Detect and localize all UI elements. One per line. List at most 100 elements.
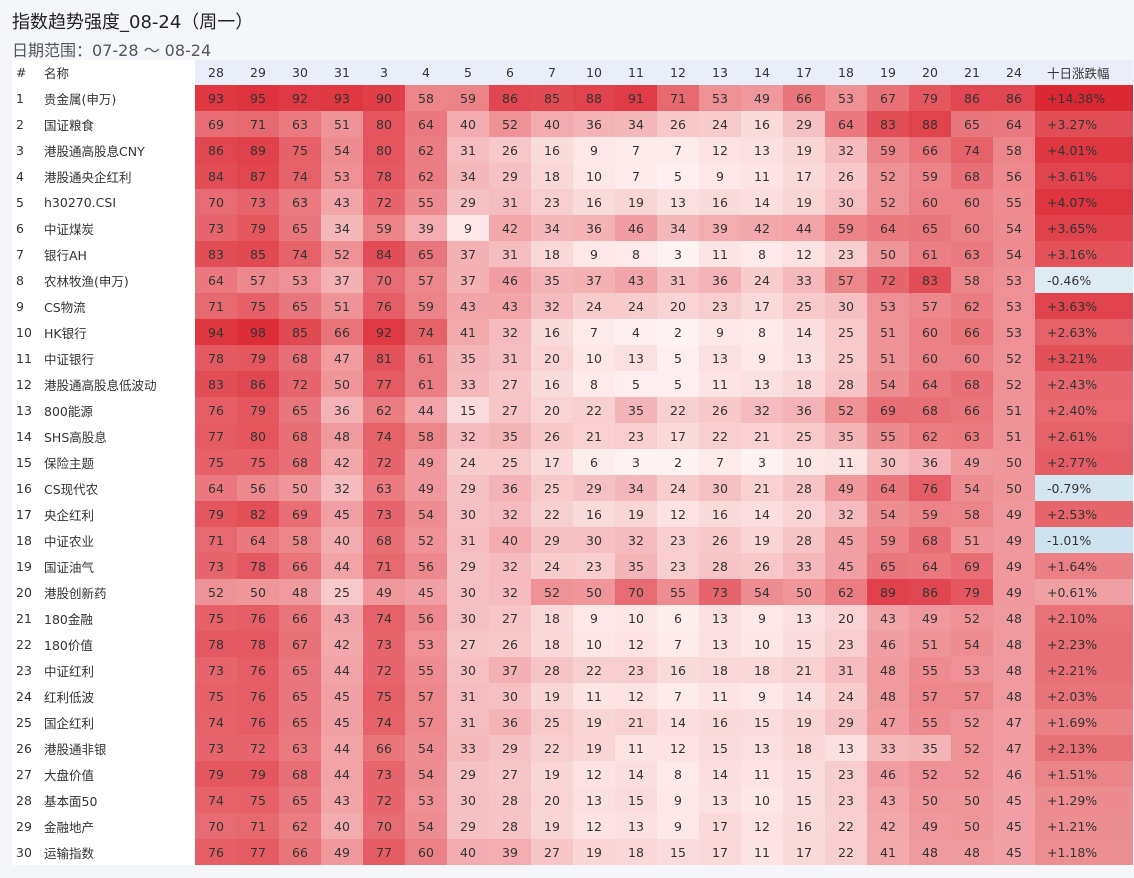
heat-cell: 31 bbox=[825, 657, 867, 683]
label-cell: h30270.CSI bbox=[40, 189, 195, 215]
heat-cell: 85 bbox=[237, 241, 279, 267]
heat-cell: 53 bbox=[993, 293, 1035, 319]
label-cell: 18 bbox=[12, 527, 40, 553]
table-row: 4 港股通央企红利 84 87 74 53 78 62 34 29 18 10 7 5 9 11 17 26 52 5… bbox=[12, 163, 1133, 189]
heat-cell: 15 bbox=[783, 761, 825, 787]
heat-cell: 89 bbox=[867, 579, 909, 605]
heat-cell: 23 bbox=[615, 657, 657, 683]
heat-cell: 48 bbox=[993, 683, 1035, 709]
heat-cell: 48 bbox=[321, 423, 363, 449]
heat-cell: 49 bbox=[993, 579, 1035, 605]
heat-cell: 24 bbox=[447, 449, 489, 475]
heat-cell: 30 bbox=[699, 475, 741, 501]
table-row: 15 保险主题 75 75 68 42 72 49 24 25 17 6 3 2 7 3 10 11 30 36 49 5… bbox=[12, 449, 1133, 475]
heat-cell: 60 bbox=[951, 189, 993, 215]
heat-cell: 12 bbox=[657, 735, 699, 761]
heat-cell: 56 bbox=[405, 605, 447, 631]
heat-cell: 77 bbox=[363, 371, 405, 397]
heat-cell: 15 bbox=[657, 839, 699, 865]
heat-cell: 74 bbox=[363, 709, 405, 735]
heat-cell: 76 bbox=[363, 293, 405, 319]
heat-cell: 54 bbox=[405, 735, 447, 761]
heat-cell: 63 bbox=[279, 189, 321, 215]
heat-cell: 65 bbox=[279, 709, 321, 735]
column-header: 11 bbox=[615, 60, 657, 85]
heat-cell: 7 bbox=[657, 631, 699, 657]
heat-cell: 36 bbox=[489, 475, 531, 501]
heat-cell: 64 bbox=[237, 527, 279, 553]
heat-cell: 28 bbox=[825, 371, 867, 397]
table-row: 19 国证油气 73 78 66 44 71 56 29 32 24 23 35 23 28 26 33 45 65… bbox=[12, 553, 1133, 579]
heat-cell: 78 bbox=[195, 345, 237, 371]
heat-cell: 23 bbox=[657, 553, 699, 579]
heat-cell: 62 bbox=[825, 579, 867, 605]
heat-cell: 12 bbox=[615, 683, 657, 709]
heat-cell: 9 bbox=[573, 137, 615, 163]
heat-cell: 49 bbox=[741, 85, 783, 111]
heat-cell: 60 bbox=[909, 189, 951, 215]
heat-cell: 84 bbox=[195, 163, 237, 189]
heat-cell: 46 bbox=[867, 761, 909, 787]
table-row: 11 中证银行 78 79 68 47 81 61 35 31 20 10 13 5 13 9 13 25 51 60… bbox=[12, 345, 1133, 371]
change-cell: +2.53% bbox=[1035, 501, 1133, 527]
label-cell: 9 bbox=[12, 293, 40, 319]
label-cell: CS现代农 bbox=[40, 475, 195, 501]
heat-cell: 62 bbox=[909, 423, 951, 449]
heat-cell: 36 bbox=[909, 449, 951, 475]
heat-cell: 19 bbox=[573, 735, 615, 761]
heat-cell: 9 bbox=[657, 787, 699, 813]
heat-cell: 73 bbox=[195, 553, 237, 579]
heat-cell: 3 bbox=[657, 241, 699, 267]
label-cell: 25 bbox=[12, 709, 40, 735]
heat-cell: 19 bbox=[783, 709, 825, 735]
heat-cell: 76 bbox=[237, 657, 279, 683]
heat-cell: 51 bbox=[867, 345, 909, 371]
heat-cell: 29 bbox=[531, 527, 573, 553]
heat-cell: 34 bbox=[321, 215, 363, 241]
heat-cell: 25 bbox=[825, 319, 867, 345]
label-cell: 19 bbox=[12, 553, 40, 579]
heat-cell: 51 bbox=[993, 423, 1035, 449]
table-row: 14 SHS高股息 77 80 68 48 74 58 32 35 26 21 23 17 22 21 25 35… bbox=[12, 423, 1133, 449]
heat-cell: 27 bbox=[489, 397, 531, 423]
heat-cell: 54 bbox=[405, 813, 447, 839]
heat-cell: 60 bbox=[951, 215, 993, 241]
heat-cell: 50 bbox=[909, 787, 951, 813]
heat-cell: 22 bbox=[699, 423, 741, 449]
heat-cell: 86 bbox=[951, 85, 993, 111]
heat-cell: 46 bbox=[993, 761, 1035, 787]
heat-cell: 20 bbox=[531, 397, 573, 423]
heat-cell: 46 bbox=[489, 267, 531, 293]
heat-cell: 47 bbox=[321, 345, 363, 371]
heat-cell: 15 bbox=[615, 787, 657, 813]
heat-cell: 31 bbox=[489, 241, 531, 267]
heat-cell: 83 bbox=[195, 241, 237, 267]
heat-cell: 9 bbox=[573, 605, 615, 631]
heat-cell: 92 bbox=[279, 85, 321, 111]
heat-cell: 11 bbox=[741, 839, 783, 865]
heat-cell: 71 bbox=[363, 553, 405, 579]
column-header: 30 bbox=[279, 60, 321, 85]
heat-cell: 50 bbox=[993, 449, 1035, 475]
heat-cell: 20 bbox=[531, 345, 573, 371]
heat-cell: 50 bbox=[237, 579, 279, 605]
heat-cell: 8 bbox=[657, 761, 699, 787]
heat-cell: 32 bbox=[489, 319, 531, 345]
heat-cell: 50 bbox=[279, 475, 321, 501]
heat-cell: 11 bbox=[699, 683, 741, 709]
heat-cell: 19 bbox=[615, 501, 657, 527]
heat-cell: 68 bbox=[909, 527, 951, 553]
change-cell: +3.61% bbox=[1035, 163, 1133, 189]
heat-cell: 34 bbox=[615, 475, 657, 501]
heat-cell: 15 bbox=[699, 735, 741, 761]
table-row: 1 贵金属(申万) 93 95 92 93 90 58 59 86 85 88 91 71 53 49 66 53… bbox=[12, 85, 1133, 111]
column-header: 13 bbox=[699, 60, 741, 85]
heat-cell: 17 bbox=[699, 839, 741, 865]
heat-cell: 18 bbox=[699, 657, 741, 683]
heat-cell: 13 bbox=[699, 605, 741, 631]
column-header: 24 bbox=[993, 60, 1035, 85]
heat-cell: 2 bbox=[657, 449, 699, 475]
heat-cell: 31 bbox=[489, 345, 531, 371]
heat-cell: 51 bbox=[321, 111, 363, 137]
heat-cell: 27 bbox=[489, 371, 531, 397]
